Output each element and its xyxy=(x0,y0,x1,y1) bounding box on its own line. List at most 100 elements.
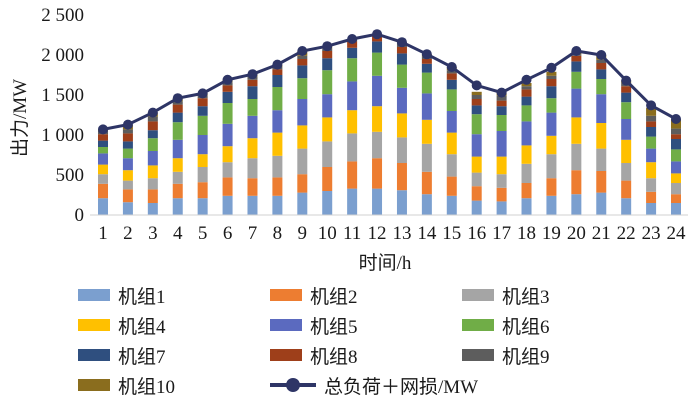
bar-segment-5-hour-13 xyxy=(396,87,407,114)
bar-segment-2-hour-15 xyxy=(446,176,457,196)
bar-segment-3-hour-17 xyxy=(496,174,507,188)
x-axis-ticks: 1 2 3 4 5 6 7 8 9 10 11 12 13 14 15 16 17 18 19 20 21 22 23 24 xyxy=(98,223,686,244)
bar-segment-6-hour-1 xyxy=(98,147,108,154)
y-tick-label: 0 xyxy=(75,205,85,226)
bar-segment-5-hour-11 xyxy=(347,81,358,111)
legend-swatch xyxy=(462,289,494,301)
bar-segment-7-hour-9 xyxy=(297,65,308,79)
bar-segment-1-hour-4 xyxy=(172,198,183,215)
bar-segment-1-hour-5 xyxy=(197,198,208,215)
bar-segment-5-hour-20 xyxy=(571,88,582,118)
bar-segment-7-hour-20 xyxy=(571,61,582,72)
bar-segment-3-hour-12 xyxy=(372,131,383,159)
bar-segment-2-hour-5 xyxy=(197,182,208,199)
bar-segment-7-hour-7 xyxy=(247,86,258,99)
legend-label: 机组3 xyxy=(502,286,550,308)
total-load-point-hour-6 xyxy=(222,74,233,85)
bar-segment-1-hour-8 xyxy=(272,195,283,215)
bar-segment-8-hour-5 xyxy=(197,98,208,107)
bar-segment-5-hour-9 xyxy=(297,99,308,126)
bar-segment-5-hour-8 xyxy=(272,110,283,133)
bar-segment-6-hour-24 xyxy=(671,149,681,162)
bar-segment-4-hour-11 xyxy=(347,110,358,134)
bar-segment-3-hour-20 xyxy=(571,143,582,171)
bar-segment-5-hour-19 xyxy=(546,112,557,136)
bar-segment-2-hour-6 xyxy=(222,177,233,196)
bar-segment-4-hour-5 xyxy=(197,154,208,167)
total-load-point-hour-12 xyxy=(372,29,383,40)
bar-segment-2-hour-23 xyxy=(646,191,657,203)
legend-item: 机组6 xyxy=(462,312,550,338)
total-load-point-hour-13 xyxy=(396,37,407,48)
x-tick-label: 14 xyxy=(417,223,437,244)
total-load-point-hour-17 xyxy=(496,87,507,98)
bar-segment-1-hour-21 xyxy=(596,192,607,215)
x-tick-label: 3 xyxy=(148,223,158,244)
bar-segment-7-hour-23 xyxy=(646,127,657,137)
bar-segment-1-hour-20 xyxy=(571,194,582,215)
bar-segment-4-hour-18 xyxy=(521,145,532,164)
legend-swatch xyxy=(78,289,110,301)
bar-segment-2-hour-11 xyxy=(347,161,358,189)
total-load-point-hour-23 xyxy=(646,100,657,111)
total-load-point-hour-2 xyxy=(122,119,133,130)
total-load-point-hour-11 xyxy=(347,34,358,44)
bar-segment-7-hour-3 xyxy=(147,130,158,139)
bar-segment-1-hour-9 xyxy=(297,192,308,215)
bar-segment-6-hour-17 xyxy=(496,115,507,131)
bar-segment-3-hour-2 xyxy=(122,180,133,190)
bar-segment-1-hour-12 xyxy=(372,188,383,215)
x-tick-label: 5 xyxy=(198,223,208,244)
bar-segment-8-hour-17 xyxy=(496,100,507,107)
bar-segment-7-hour-16 xyxy=(471,105,482,115)
bar-segment-5-hour-22 xyxy=(621,119,632,140)
x-tick-label: 12 xyxy=(368,223,387,244)
bar-segment-8-hour-6 xyxy=(222,85,233,92)
legend-item: 机组5 xyxy=(270,312,358,338)
bar-segment-4-hour-15 xyxy=(446,132,457,155)
bar-segment-7-hour-12 xyxy=(372,41,383,53)
legend-label: 机组8 xyxy=(310,346,358,368)
bar-segment-3-hour-14 xyxy=(421,143,432,172)
legend-swatch xyxy=(78,349,110,361)
bar-segment-9-hour-16 xyxy=(471,95,482,99)
total-load-point-hour-22 xyxy=(621,75,632,86)
bar-segment-1-hour-19 xyxy=(546,195,557,215)
total-load-point-hour-20 xyxy=(571,46,582,56)
bar-segment-9-hour-21 xyxy=(596,59,607,63)
x-tick-label: 21 xyxy=(592,223,611,244)
bar-segment-6-hour-3 xyxy=(147,138,158,151)
bar-segment-6-hour-13 xyxy=(396,64,407,88)
bar-segment-3-hour-24 xyxy=(671,183,681,195)
bar-segment-6-hour-18 xyxy=(521,105,532,122)
bar-segment-8-hour-22 xyxy=(621,86,632,93)
bar-segment-5-hour-1 xyxy=(98,153,108,165)
bar-segment-9-hour-19 xyxy=(546,75,557,79)
bar-segment-7-hour-13 xyxy=(396,53,407,65)
bar-segment-5-hour-5 xyxy=(197,135,208,155)
bar-segment-8-hour-11 xyxy=(347,41,358,48)
x-tick-label: 4 xyxy=(173,223,183,244)
total-load-point-hour-9 xyxy=(297,46,308,56)
bar-segment-7-hour-8 xyxy=(272,75,283,87)
bar-segment-3-hour-3 xyxy=(147,178,158,190)
plot-area xyxy=(90,29,688,216)
bar-segment-8-hour-1 xyxy=(98,134,108,141)
bar-segment-8-hour-24 xyxy=(671,134,681,139)
total-load-point-hour-7 xyxy=(247,69,258,80)
bar-segment-5-hour-14 xyxy=(421,93,432,120)
bar-segment-2-hour-16 xyxy=(471,186,482,201)
bar-segment-4-hour-21 xyxy=(596,123,607,149)
bar-segment-3-hour-10 xyxy=(322,141,333,167)
legend-label: 机组6 xyxy=(502,316,550,338)
total-load-point-hour-21 xyxy=(596,50,607,60)
bar-segment-4-hour-22 xyxy=(621,139,632,163)
x-tick-label: 16 xyxy=(467,223,486,244)
bar-segment-2-hour-21 xyxy=(596,171,607,193)
bar-segment-5-hour-18 xyxy=(521,121,532,146)
legend-swatch xyxy=(270,319,302,331)
bar-segment-7-hour-14 xyxy=(421,63,432,73)
bar-segment-6-hour-15 xyxy=(446,89,457,111)
bar-segment-9-hour-23 xyxy=(646,115,657,122)
bar-segment-6-hour-10 xyxy=(322,70,333,95)
